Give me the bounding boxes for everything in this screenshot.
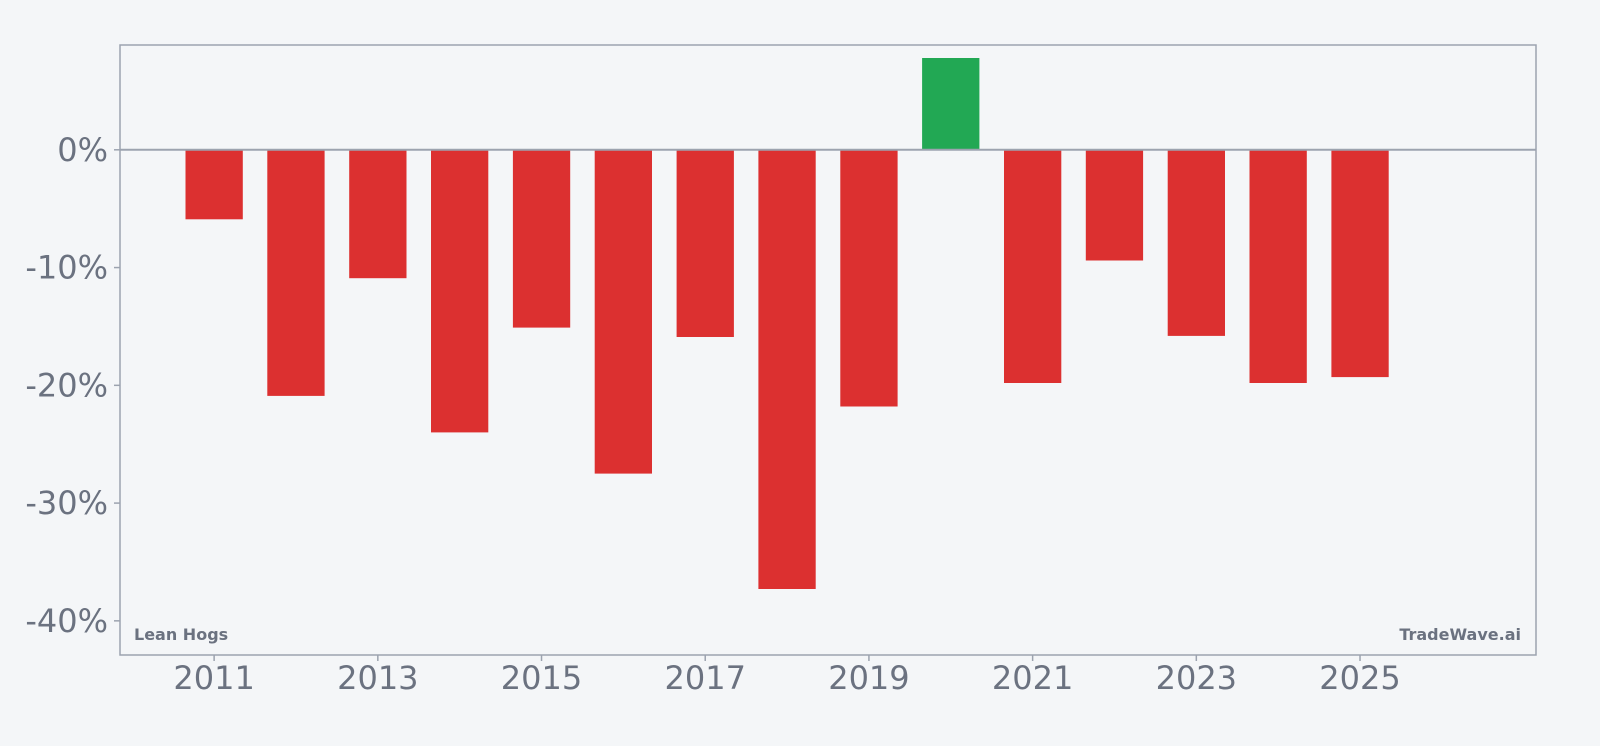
- y-tick-label: -40%: [25, 602, 108, 640]
- bar-2018: [758, 149, 816, 590]
- x-tick-label: 2025: [1319, 659, 1400, 697]
- x-axis: 2011 2013 2015 2017 2019 2021 2023 2025: [173, 655, 1401, 697]
- x-tick-label: 2019: [828, 659, 909, 697]
- x-tick-label: 2015: [501, 659, 582, 697]
- bar-2015: [512, 149, 571, 328]
- x-tick-label: 2011: [173, 659, 254, 697]
- bar-2013: [349, 149, 407, 279]
- x-tick-label: 2013: [337, 659, 418, 697]
- bar-2011: [185, 149, 243, 220]
- bar-2016: [594, 149, 652, 474]
- bar-2012: [267, 149, 325, 396]
- bar-2024: [1249, 149, 1307, 383]
- instrument-label: Lean Hogs: [134, 625, 228, 644]
- y-tick-label: 0%: [57, 131, 108, 169]
- plot-frame: [119, 44, 1537, 656]
- y-tick-label: -30%: [25, 484, 108, 522]
- bar-2014: [431, 149, 489, 433]
- y-tick-label: -20%: [25, 366, 108, 404]
- y-tick-label: -10%: [25, 249, 108, 287]
- bar-2022: [1085, 149, 1144, 261]
- bar-2021: [1004, 149, 1062, 383]
- bar-2020: [922, 58, 980, 150]
- bar-2025: [1331, 149, 1389, 378]
- y-axis: 0% -10% -20% -30% -40%: [25, 131, 120, 640]
- bar-2023: [1167, 149, 1225, 336]
- x-tick-label: 2023: [1156, 659, 1237, 697]
- bar-2019: [840, 149, 898, 407]
- x-tick-label: 2021: [992, 659, 1073, 697]
- x-tick-label: 2017: [665, 659, 746, 697]
- brand-watermark: TradeWave.ai: [1399, 625, 1521, 644]
- bar-2017: [676, 149, 734, 337]
- bars-group: [185, 58, 1389, 590]
